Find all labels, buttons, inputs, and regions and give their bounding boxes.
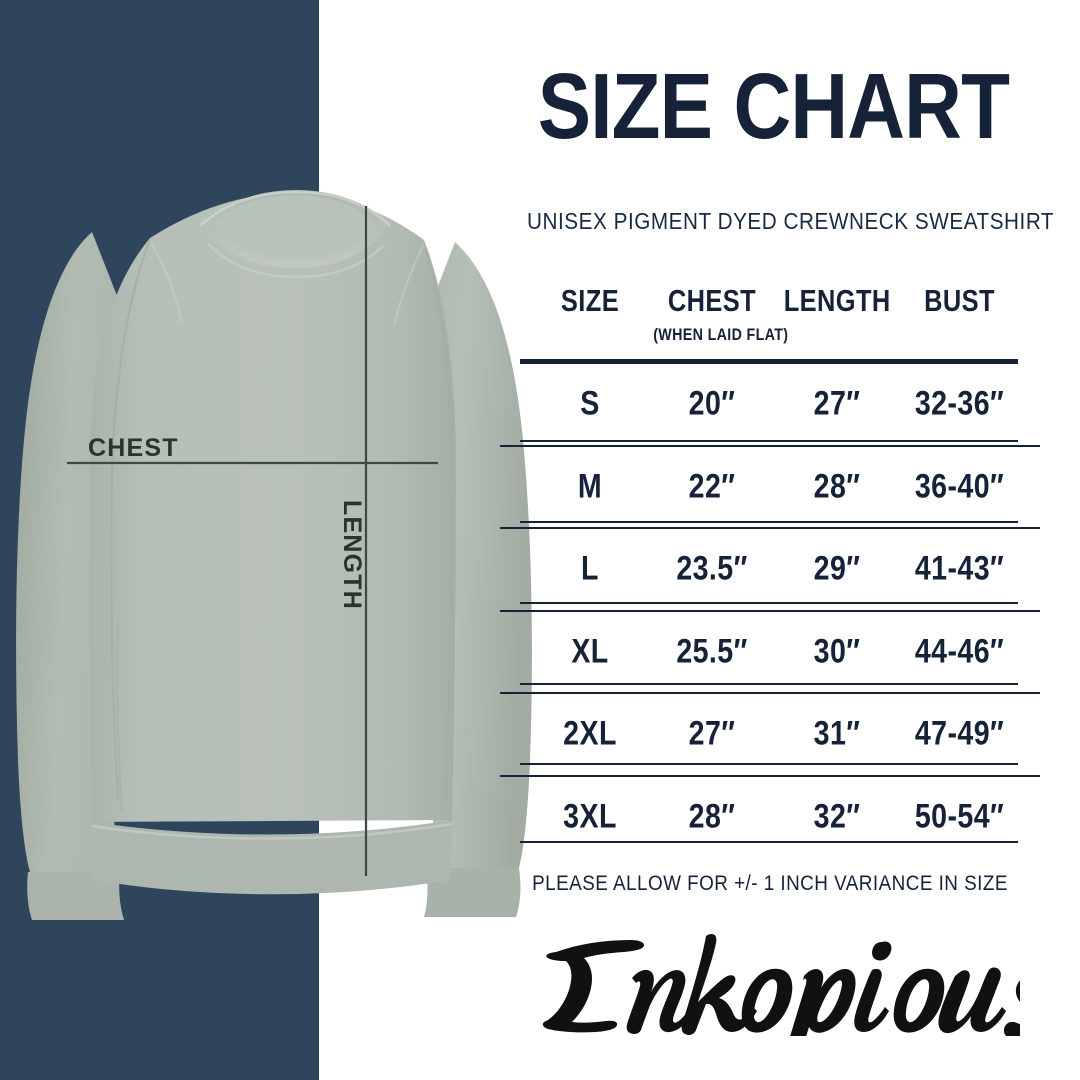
page-title: SIZE CHART [537, 54, 1010, 158]
table-row: XL 25.5″ 30″ 44-46″ [500, 609, 1040, 693]
length-measure-label: LENGTH [338, 500, 366, 610]
cell-bust: 50-54″ [914, 797, 1005, 836]
cell-chest: 28″ [688, 797, 736, 836]
table-row: S 20″ 27″ 32-36″ [500, 364, 1040, 445]
table-row-rule [520, 841, 1018, 843]
table-header-row: SIZE CHEST LENGTH BUST (WHEN LAID FLAT) [500, 283, 1040, 359]
cell-length: 29″ [813, 549, 861, 588]
cell-bust: 32-36″ [914, 384, 1005, 423]
cell-size: M [577, 467, 603, 506]
table-row-rule [520, 763, 1018, 765]
cell-length: 32″ [813, 797, 861, 836]
cell-length: 31″ [813, 714, 861, 753]
brand-logo: R [520, 926, 1020, 1036]
table-row: M 22″ 28″ 36-40″ [500, 444, 1040, 528]
table-row-rule [520, 683, 1018, 685]
column-header-length: LENGTH [783, 283, 891, 318]
sweatshirt-illustration: CHEST LENGTH [16, 190, 532, 920]
variance-disclaimer: PLEASE ALLOW FOR +/- 1 INCH VARIANCE IN … [532, 872, 1008, 895]
chart-panel: SIZE CHART UNISEX PIGMENT DYED CREWNECK … [500, 0, 1080, 1080]
cell-bust: 41-43″ [914, 549, 1005, 588]
table-row: L 23.5″ 29″ 41-43″ [500, 527, 1040, 610]
cell-size: 3XL [563, 797, 617, 836]
cell-chest: 27″ [688, 714, 736, 753]
size-table: SIZE CHEST LENGTH BUST (WHEN LAID FLAT) … [500, 283, 1040, 835]
cell-bust: 44-46″ [914, 632, 1005, 671]
cell-length: 30″ [813, 632, 861, 671]
cell-chest: 23.5″ [676, 549, 748, 588]
column-header-chest: CHEST [667, 283, 757, 318]
cell-chest: 25.5″ [676, 632, 748, 671]
page-subtitle: UNISEX PIGMENT DYED CREWNECK SWEATSHIRT [527, 208, 1055, 234]
cell-bust: 47-49″ [914, 714, 1005, 753]
cell-size: L [581, 549, 599, 588]
chest-measure-label: CHEST [88, 434, 179, 462]
table-row: 3XL 28″ 32″ 50-54″ [500, 774, 1040, 858]
cell-size: 2XL [563, 714, 617, 753]
cell-chest: 20″ [688, 384, 736, 423]
cell-length: 28″ [813, 467, 861, 506]
cell-chest: 22″ [688, 467, 736, 506]
table-row-rule [520, 521, 1018, 523]
table-row-rule [520, 602, 1018, 604]
table-row-rule [520, 440, 1018, 442]
table-header-rule [520, 359, 1018, 364]
cell-length: 27″ [813, 384, 861, 423]
column-header-size: SIZE [560, 283, 620, 318]
table-body: S 20″ 27″ 32-36″ M 22″ 28″ 36-40″ L 23.5… [500, 364, 1040, 857]
cell-size: XL [571, 632, 609, 671]
column-header-bust: BUST [924, 283, 995, 318]
column-header-chest-note: (WHEN LAID FLAT) [653, 325, 789, 344]
cell-bust: 36-40″ [914, 467, 1005, 506]
table-row: 2XL 27″ 31″ 47-49″ [500, 692, 1040, 775]
cell-size: S [580, 384, 600, 423]
